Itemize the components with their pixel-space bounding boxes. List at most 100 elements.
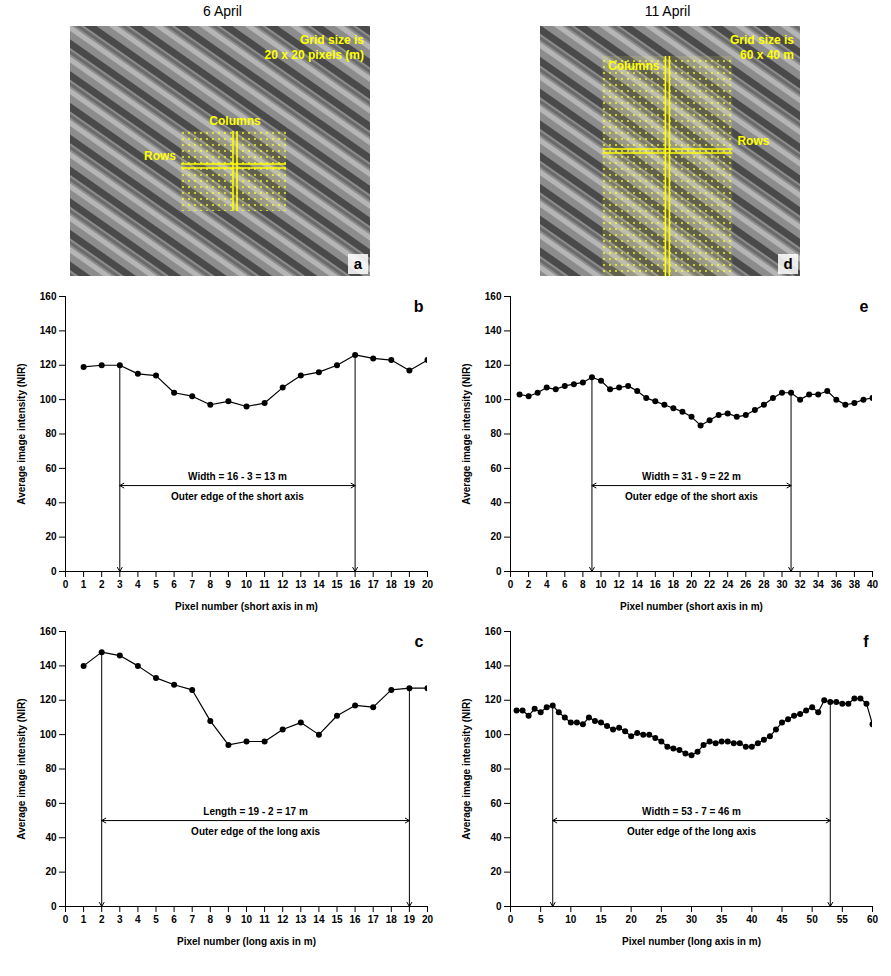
svg-text:60: 60 — [45, 463, 57, 474]
svg-text:20: 20 — [45, 866, 57, 877]
svg-text:0: 0 — [62, 579, 68, 590]
svg-text:Outer edge of the long axis: Outer edge of the long axis — [627, 826, 756, 837]
svg-text:60: 60 — [490, 463, 502, 474]
svg-text:Pixel number (long axis in m): Pixel number (long axis in m) — [622, 936, 761, 947]
svg-text:16: 16 — [349, 579, 361, 590]
svg-text:20: 20 — [421, 914, 433, 925]
svg-text:120: 120 — [39, 359, 56, 370]
svg-text:40: 40 — [746, 914, 758, 925]
svg-text:3: 3 — [117, 914, 123, 925]
svg-text:Width = 31 - 9 = 22 m: Width = 31 - 9 = 22 m — [642, 471, 741, 482]
svg-text:16: 16 — [649, 579, 661, 590]
svg-text:120: 120 — [484, 694, 501, 705]
svg-text:40: 40 — [45, 832, 57, 843]
svg-text:c: c — [414, 633, 423, 650]
svg-text:60: 60 — [45, 798, 57, 809]
svg-text:25: 25 — [655, 914, 667, 925]
svg-text:13: 13 — [295, 579, 307, 590]
svg-text:0: 0 — [62, 914, 68, 925]
svg-text:Length = 19 - 2 = 17 m: Length = 19 - 2 = 17 m — [203, 806, 308, 817]
svg-text:Columns: Columns — [209, 114, 261, 128]
svg-text:b: b — [413, 298, 423, 315]
svg-text:80: 80 — [490, 428, 502, 439]
svg-text:0: 0 — [50, 566, 56, 577]
svg-text:a: a — [354, 255, 363, 272]
svg-text:4: 4 — [135, 579, 141, 590]
svg-text:60: 60 — [490, 798, 502, 809]
svg-text:18: 18 — [667, 579, 679, 590]
svg-text:6: 6 — [171, 914, 177, 925]
svg-text:Width = 53 - 7 = 46 m: Width = 53 - 7 = 46 m — [642, 806, 741, 817]
svg-text:20: 20 — [490, 531, 502, 542]
svg-text:12: 12 — [277, 914, 289, 925]
svg-text:Average image intensity (NIR): Average image intensity (NIR) — [15, 363, 26, 504]
svg-text:0: 0 — [507, 579, 513, 590]
svg-text:14: 14 — [313, 914, 325, 925]
svg-text:7: 7 — [189, 579, 195, 590]
svg-text:10: 10 — [240, 914, 252, 925]
svg-text:15: 15 — [595, 914, 607, 925]
svg-text:40: 40 — [866, 579, 878, 590]
svg-text:2: 2 — [98, 579, 104, 590]
svg-text:Outer edge of the short axis: Outer edge of the short axis — [171, 491, 304, 502]
svg-text:120: 120 — [39, 694, 56, 705]
svg-text:4: 4 — [135, 914, 141, 925]
svg-text:0: 0 — [495, 566, 501, 577]
svg-text:100: 100 — [484, 729, 501, 740]
svg-text:15: 15 — [331, 914, 343, 925]
svg-text:9: 9 — [225, 914, 231, 925]
svg-text:50: 50 — [806, 914, 818, 925]
svg-text:38: 38 — [848, 579, 860, 590]
svg-text:40: 40 — [45, 497, 57, 508]
svg-text:45: 45 — [776, 914, 788, 925]
svg-text:4: 4 — [543, 579, 549, 590]
svg-text:28: 28 — [758, 579, 770, 590]
svg-text:40: 40 — [490, 497, 502, 508]
svg-text:100: 100 — [484, 394, 501, 405]
svg-text:17: 17 — [367, 579, 379, 590]
svg-text:Rows: Rows — [144, 149, 176, 163]
svg-text:12: 12 — [613, 579, 625, 590]
svg-text:34: 34 — [812, 579, 824, 590]
svg-text:18: 18 — [385, 579, 397, 590]
svg-text:Width = 16 - 3 = 13 m: Width = 16 - 3 = 13 m — [188, 471, 287, 482]
svg-text:35: 35 — [716, 914, 728, 925]
svg-text:d: d — [783, 255, 792, 272]
svg-text:160: 160 — [484, 626, 501, 637]
svg-text:1: 1 — [80, 914, 86, 925]
svg-text:f: f — [863, 633, 869, 650]
svg-text:32: 32 — [794, 579, 806, 590]
svg-text:5: 5 — [153, 914, 159, 925]
svg-text:20: 20 — [421, 579, 433, 590]
svg-text:17: 17 — [367, 914, 379, 925]
svg-text:100: 100 — [39, 729, 56, 740]
svg-text:20: 20 — [685, 579, 697, 590]
svg-text:160: 160 — [484, 291, 501, 302]
svg-text:140: 140 — [39, 325, 56, 336]
svg-text:6: 6 — [171, 579, 177, 590]
svg-text:120: 120 — [484, 359, 501, 370]
svg-text:6: 6 — [562, 579, 568, 590]
svg-text:0: 0 — [507, 914, 513, 925]
svg-text:8: 8 — [207, 914, 213, 925]
svg-text:80: 80 — [45, 428, 57, 439]
svg-text:30: 30 — [776, 579, 788, 590]
svg-text:10: 10 — [240, 579, 252, 590]
svg-text:5: 5 — [153, 579, 159, 590]
svg-text:140: 140 — [484, 660, 501, 671]
svg-text:7: 7 — [189, 914, 195, 925]
svg-text:60: 60 — [866, 914, 878, 925]
svg-text:9: 9 — [225, 579, 231, 590]
svg-text:Average image intensity (NIR): Average image intensity (NIR) — [460, 363, 471, 504]
svg-text:Outer edge of the long axis: Outer edge of the long axis — [191, 826, 320, 837]
svg-text:15: 15 — [331, 579, 343, 590]
svg-text:2: 2 — [525, 579, 531, 590]
svg-text:140: 140 — [484, 325, 501, 336]
svg-text:Rows: Rows — [737, 134, 769, 148]
svg-text:1: 1 — [80, 579, 86, 590]
svg-text:140: 140 — [39, 660, 56, 671]
svg-text:0: 0 — [50, 901, 56, 912]
svg-text:55: 55 — [836, 914, 848, 925]
svg-text:13: 13 — [295, 914, 307, 925]
svg-text:30: 30 — [685, 914, 697, 925]
